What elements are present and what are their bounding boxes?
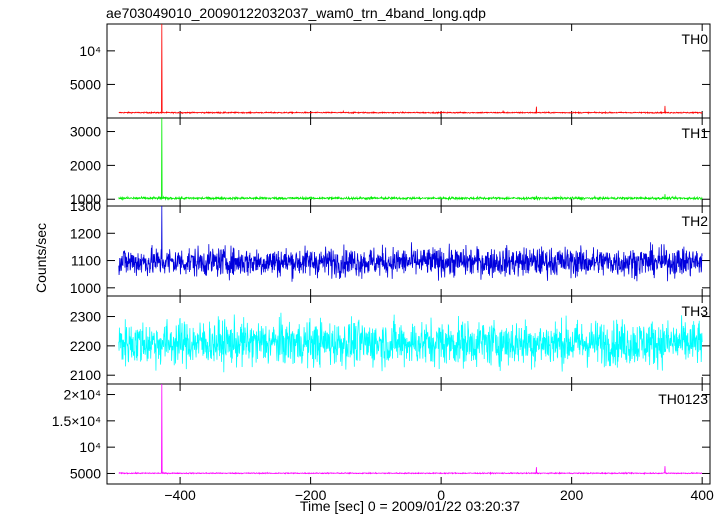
y-tick-label: 2200 — [70, 338, 101, 354]
x-tick-label: −400 — [164, 487, 196, 503]
x-tick-label: 400 — [690, 487, 714, 503]
y-axis-label: Counts/sec — [33, 223, 49, 293]
panel-frame — [106, 117, 711, 207]
x-tick-label: −200 — [295, 487, 327, 503]
panel-th3: 2100 2200 2300 TH3 — [70, 295, 711, 385]
x-tick-label: 200 — [560, 487, 584, 503]
panel-th0: 5000 10⁴ TH0 — [70, 23, 711, 119]
y-tick-label: 2300 — [70, 309, 101, 325]
panel-name: TH3 — [682, 303, 709, 319]
y-tick-label: 3000 — [70, 124, 101, 140]
y-tick-label: 1300 — [70, 198, 101, 214]
chart-title: ae703049010_20090122032037_wam0_trn_4ban… — [106, 5, 486, 21]
x-tick-label: 0 — [437, 487, 445, 503]
y-tick-label: 1100 — [71, 253, 101, 269]
series-line-th0123 — [118, 383, 703, 476]
y-tick-label: 2×10⁴ — [63, 387, 101, 403]
panel-name: TH0 — [682, 31, 709, 47]
series-line-th2 — [118, 205, 703, 282]
panel-frame — [106, 205, 711, 297]
y-tick-label: 2000 — [70, 157, 101, 173]
series-line-th3 — [118, 312, 703, 373]
y-tick-label: 1.5×10⁴ — [52, 413, 101, 429]
y-tick-label: 1000 — [70, 280, 101, 296]
y-tick-label: 10⁴ — [79, 43, 101, 59]
y-tick-label: 2100 — [70, 367, 101, 383]
y-tick-label: 5000 — [70, 465, 101, 481]
panel-name: TH2 — [682, 213, 709, 229]
panel-th0123: 5000 10⁴ 1.5×10⁴ 2×10⁴ TH0123 — [52, 383, 711, 485]
y-tick-label: 1200 — [70, 225, 101, 241]
y-tick-label: 10⁴ — [79, 439, 101, 455]
x-axis-label: Time [sec] 0 = 2009/01/22 03:20:37 — [300, 498, 520, 514]
panel-frame — [106, 23, 711, 119]
panel-name: TH1 — [682, 125, 709, 141]
panel-th1: 1000 2000 3000 TH1 — [70, 117, 711, 207]
panel-th2: 1000 1100 1200 1300 TH2 — [70, 198, 711, 297]
panel-name: TH0123 — [658, 391, 708, 407]
y-tick-label: 1000 — [70, 191, 101, 207]
panel-frame — [106, 383, 711, 485]
series-line-th0 — [118, 23, 703, 115]
y-tick-label: 5000 — [70, 76, 101, 92]
series-line-th1 — [118, 117, 703, 202]
